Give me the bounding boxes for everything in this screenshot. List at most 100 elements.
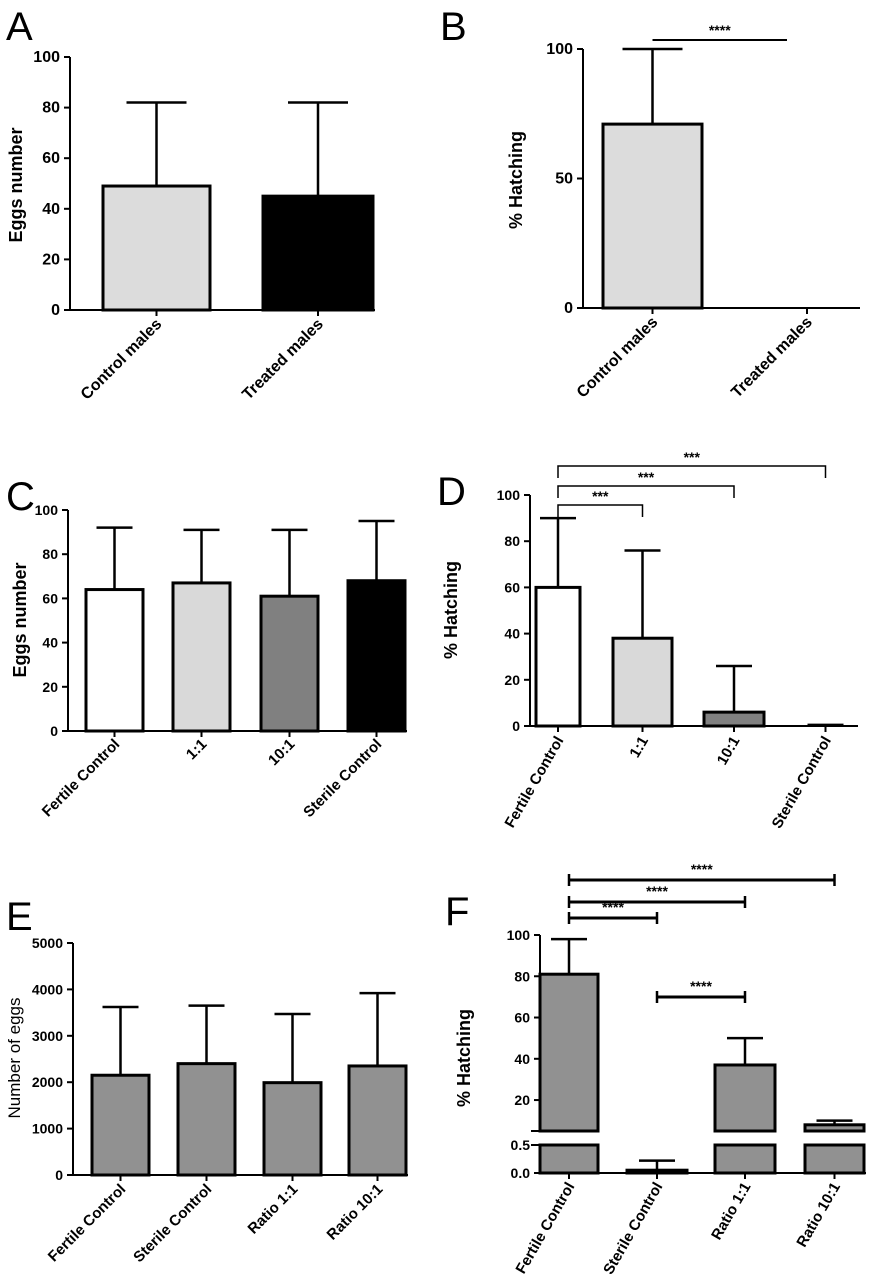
y-tick-label: 80 bbox=[42, 100, 60, 117]
bar bbox=[259, 594, 320, 733]
x-category-label: Sterile Control bbox=[769, 734, 835, 832]
significance-label: **** bbox=[691, 861, 713, 877]
panel-d: D 0 20 40 60 80 100 % Hatching Fertile Control 1:… bbox=[437, 449, 858, 832]
y-tick-label: 0.5 bbox=[511, 1137, 531, 1153]
bar bbox=[347, 1064, 408, 1177]
significance-bracket bbox=[557, 485, 735, 498]
y-tick-label: 80 bbox=[514, 968, 530, 984]
y-tick-label: 20 bbox=[504, 672, 520, 688]
panel-b: B 0 50 100 % Hatching Control males Treated ma… bbox=[440, 5, 860, 401]
panel-letter: E bbox=[6, 895, 33, 939]
bar bbox=[611, 636, 674, 728]
x-category-label: Sterile Control bbox=[600, 1180, 666, 1278]
significance-label: *** bbox=[638, 469, 655, 485]
y-tick-label: 40 bbox=[42, 635, 58, 651]
y-tick-label: 0 bbox=[51, 302, 60, 319]
y-tick-label: 60 bbox=[514, 1010, 530, 1026]
x-category-label: Fertile Control bbox=[512, 1180, 578, 1277]
bar-upper bbox=[713, 1063, 777, 1133]
x-category-label: Treated males bbox=[239, 316, 327, 404]
bar bbox=[702, 710, 766, 728]
y-tick-label: 100 bbox=[507, 927, 531, 943]
panel-letter: B bbox=[440, 5, 467, 49]
y-tick-label: 60 bbox=[504, 579, 520, 595]
bar-lower bbox=[713, 1143, 777, 1175]
panel-letter: D bbox=[437, 470, 466, 514]
y-tick-label: 1000 bbox=[32, 1121, 63, 1137]
bar-upper bbox=[538, 972, 600, 1133]
bar bbox=[171, 581, 232, 733]
panel-a: A 0 20 40 60 80 100 Eggs number Control males Tre… bbox=[6, 5, 375, 403]
y-tick-label: 0 bbox=[564, 300, 573, 317]
y-tick-label: 0 bbox=[50, 723, 58, 739]
x-category-label: Ratio 10:1 bbox=[793, 1180, 844, 1251]
x-category-label: Control males bbox=[78, 316, 166, 404]
x-category-label: 10:1 bbox=[265, 736, 298, 769]
y-axis-label: Eggs number bbox=[6, 127, 26, 242]
significance-label: *** bbox=[684, 449, 701, 465]
x-category-label: Control males bbox=[574, 314, 662, 402]
panel-e: E 0 1000 2000 3000 4000 5000 Number of eggs Fert… bbox=[5, 895, 408, 1266]
bar bbox=[261, 194, 375, 312]
y-axis-label: Number of eggs bbox=[5, 998, 24, 1119]
significance-label: **** bbox=[709, 22, 731, 38]
y-tick-label: 40 bbox=[504, 626, 520, 642]
y-tick-label: 0 bbox=[512, 718, 520, 734]
bar bbox=[84, 588, 145, 733]
y-tick-label: 2000 bbox=[32, 1074, 63, 1090]
y-tick-label: 80 bbox=[504, 533, 520, 549]
significance-label: *** bbox=[592, 488, 609, 504]
bar bbox=[262, 1081, 323, 1177]
y-tick-label: 100 bbox=[546, 41, 573, 58]
y-tick-label: 0.0 bbox=[511, 1165, 531, 1181]
y-tick-label: 5000 bbox=[32, 935, 63, 951]
bar bbox=[601, 122, 704, 310]
x-category-label: Sterile Control bbox=[300, 736, 385, 821]
y-tick-label: 100 bbox=[497, 487, 521, 503]
x-category-label: Sterile Control bbox=[130, 1181, 215, 1266]
y-tick-label: 40 bbox=[42, 201, 60, 218]
significance-bracket bbox=[557, 504, 644, 517]
x-category-label: Ratio 1:1 bbox=[245, 1181, 302, 1238]
y-tick-label: 0 bbox=[55, 1167, 63, 1183]
x-category-label: 1:1 bbox=[626, 734, 652, 761]
bar-lower bbox=[538, 1143, 600, 1175]
panel-c: C 0 20 40 60 80 100 Eggs number Fertile Control 1… bbox=[6, 475, 407, 821]
y-tick-label: 50 bbox=[555, 171, 573, 188]
bar-upper bbox=[803, 1123, 866, 1133]
y-axis-label: % Hatching bbox=[506, 131, 526, 229]
bar bbox=[176, 1062, 237, 1177]
bar bbox=[101, 184, 212, 312]
y-axis-label: Eggs number bbox=[10, 562, 30, 677]
y-tick-label: 3000 bbox=[32, 1028, 63, 1044]
bar bbox=[90, 1073, 151, 1177]
x-category-label: Fertile Control bbox=[39, 736, 124, 821]
panel-letter: A bbox=[6, 5, 33, 49]
x-category-label: Ratio 1:1 bbox=[708, 1180, 754, 1243]
y-tick-label: 100 bbox=[35, 502, 59, 518]
bar bbox=[346, 579, 407, 733]
panel-letter: F bbox=[445, 890, 469, 934]
y-tick-label: 60 bbox=[42, 150, 60, 167]
x-category-label: 10:1 bbox=[714, 734, 744, 769]
x-category-label: Ratio 10:1 bbox=[324, 1181, 387, 1244]
y-axis-label: % Hatching bbox=[454, 1009, 474, 1107]
y-axis-label: % Hatching bbox=[441, 561, 461, 659]
y-tick-label: 20 bbox=[42, 679, 58, 695]
y-tick-label: 20 bbox=[42, 251, 60, 268]
panel-letter: C bbox=[6, 475, 35, 519]
y-tick-label: 20 bbox=[514, 1092, 530, 1108]
significance-label: **** bbox=[646, 883, 668, 899]
panel-f: F 0.0 0.5 20 40 60 80 100 % Hatching Fertile Cont… bbox=[445, 861, 866, 1278]
significance-bracket bbox=[557, 465, 827, 478]
y-tick-label: 100 bbox=[33, 49, 60, 66]
bar bbox=[534, 585, 582, 728]
x-category-label: Fertile Control bbox=[45, 1181, 130, 1266]
y-tick-label: 60 bbox=[42, 590, 58, 606]
x-category-label: Fertile Control bbox=[501, 734, 567, 831]
y-tick-label: 80 bbox=[42, 546, 58, 562]
y-tick-label: 40 bbox=[514, 1051, 530, 1067]
x-category-label: Treated males bbox=[728, 314, 816, 402]
bar-lower bbox=[803, 1143, 866, 1175]
